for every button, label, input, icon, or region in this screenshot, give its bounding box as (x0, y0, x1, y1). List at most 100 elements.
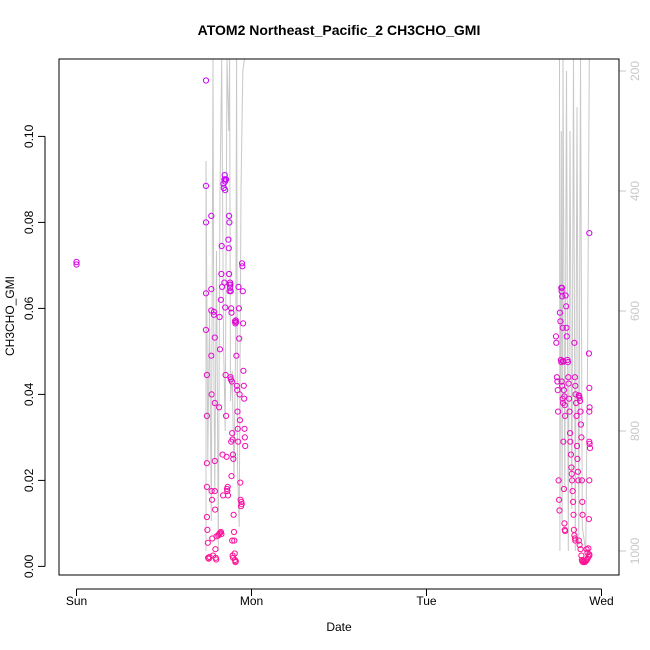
data-point (585, 516, 593, 523)
data-point (578, 552, 585, 559)
data-point (218, 270, 225, 278)
data-point (73, 261, 80, 268)
data-point (239, 263, 246, 270)
data-point (578, 434, 585, 441)
chart-title: ATOM2 Northeast_Pacific_2 CH3CHO_GMI (198, 22, 481, 38)
data-point (573, 412, 580, 419)
data-point (566, 408, 573, 415)
data-point (586, 477, 593, 484)
data-point (579, 498, 586, 505)
data-point (230, 554, 237, 561)
data-point (586, 404, 593, 411)
data-point (586, 551, 593, 558)
data-point (235, 438, 242, 445)
data-point (211, 488, 218, 495)
y-tick-label: 0.10 (22, 124, 36, 148)
data-point (233, 382, 240, 389)
data-point (560, 387, 568, 394)
data-point (224, 488, 231, 495)
data-point (577, 408, 584, 415)
data-point (222, 371, 229, 379)
x-tick-label: Mon (240, 594, 263, 608)
data-point (221, 279, 228, 286)
data-point (585, 350, 593, 357)
data-point (208, 391, 215, 398)
data-point (556, 496, 563, 503)
data-point (559, 324, 566, 331)
data-point (555, 477, 562, 484)
pressure-line-segment-1 (556, 58, 590, 552)
y-axis-label: CH3CHO_GMI (3, 276, 17, 356)
data-point (554, 387, 561, 394)
data-point (227, 284, 234, 291)
data-point (242, 442, 249, 450)
data-point (229, 451, 236, 458)
y2-tick-label: 1000 (628, 537, 642, 564)
data-point (586, 384, 593, 391)
data-point (569, 488, 576, 495)
data-point (240, 367, 247, 374)
y-tick-label: 0.02 (22, 468, 36, 492)
x-axis-label: Date (326, 620, 352, 634)
data-point (211, 457, 218, 465)
scatter-points-layer (73, 77, 594, 566)
data-point (233, 352, 240, 359)
data-point (560, 438, 567, 445)
data-point (558, 284, 566, 291)
plot-frame (58, 58, 620, 576)
pressure-line-layer (205, 58, 590, 552)
y-tick-label: 0.00 (22, 554, 36, 578)
data-point (567, 451, 575, 458)
data-point (202, 219, 210, 226)
data-point (212, 546, 219, 553)
data-point (586, 438, 593, 445)
data-point (227, 288, 234, 295)
data-point (235, 283, 242, 290)
data-point (238, 498, 245, 505)
data-point (228, 473, 235, 480)
data-point (562, 528, 569, 535)
data-point (227, 374, 234, 381)
y-tick-label: 0.06 (22, 296, 36, 320)
data-point (557, 318, 564, 325)
data-point (576, 541, 583, 549)
data-point (578, 477, 586, 484)
data-point (227, 281, 234, 288)
data-point (574, 455, 581, 462)
data-point (224, 483, 231, 490)
data-point (216, 404, 223, 411)
data-point (210, 308, 217, 315)
axes-layer: Sun Mon Tue Wed 0.00 0.02 0.04 0.06 0.08 0.10 200 4… (22, 61, 642, 608)
data-point (217, 296, 224, 303)
data-point (212, 506, 219, 513)
data-point (202, 290, 210, 297)
data-point (216, 313, 223, 321)
data-point (237, 479, 244, 486)
data-point (553, 374, 561, 381)
data-point (577, 421, 585, 428)
data-point (556, 507, 563, 514)
data-point (228, 309, 235, 316)
data-point (73, 258, 80, 266)
data-point (562, 412, 569, 419)
data-point (203, 371, 210, 379)
data-point (238, 260, 246, 267)
data-point (204, 539, 211, 546)
data-point (586, 408, 593, 415)
data-point (203, 460, 210, 467)
data-point (554, 378, 561, 385)
data-point (228, 378, 235, 385)
y2-tick-label: 600 (628, 301, 642, 321)
data-point (221, 172, 228, 179)
data-point (563, 333, 570, 340)
data-point (585, 545, 592, 552)
data-point (586, 445, 594, 452)
data-point (572, 537, 579, 544)
data-point (238, 501, 245, 508)
data-point (561, 402, 568, 409)
data-point (223, 176, 230, 183)
data-point (560, 485, 568, 493)
data-point (555, 408, 562, 415)
data-point (577, 397, 584, 404)
data-point (236, 335, 243, 342)
